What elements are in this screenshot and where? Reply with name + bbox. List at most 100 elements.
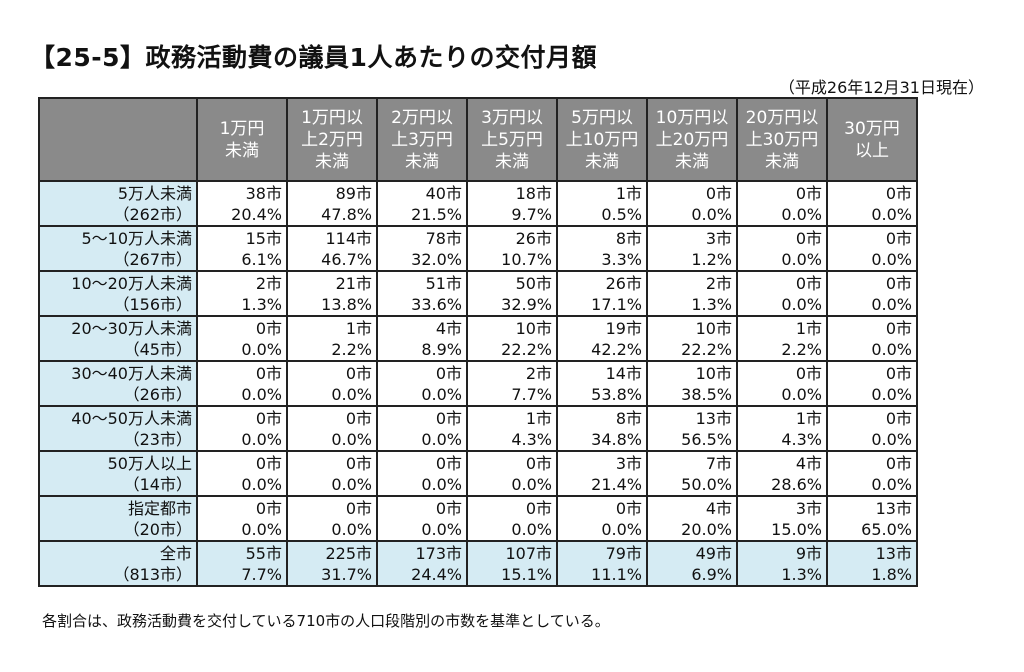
column-header: 20万円以 上30万円 未満 [736,97,828,182]
data-cell: 0市 0.0% [286,450,378,497]
percentage: 11.1% [591,564,642,584]
percentage: 0.0% [871,474,912,494]
city-count: 8市 [615,228,642,248]
row-label-name: 全市 [159,543,192,563]
data-cell: 26市 17.1% [556,270,648,317]
data-cell: 0市 0.0% [826,405,918,452]
percentage: 3.3% [601,249,642,269]
percentage: 33.6% [411,294,462,314]
data-cell: 49市 6.9% [646,540,738,587]
page-title: 【25-5】政務活動費の議員1人あたりの交付月額 [30,43,597,72]
percentage: 2.2% [331,339,372,359]
column-header: 10万円以 上20万円 未満 [646,97,738,182]
city-count: 38市 [245,183,282,203]
city-count: 1市 [525,408,552,428]
city-count: 0市 [255,363,282,383]
city-count: 0市 [435,408,462,428]
percentage: 0.0% [511,519,552,539]
data-cell: 0市 0.0% [736,225,828,272]
city-count: 0市 [885,453,912,473]
percentage: 56.5% [681,429,732,449]
row-label: 40～50万人未満 （23市） [38,405,198,452]
city-count: 26市 [605,273,642,293]
data-cell: 26市 10.7% [466,225,558,272]
city-count: 19市 [605,318,642,338]
city-count: 0市 [525,453,552,473]
city-count: 0市 [255,408,282,428]
row-label-name: 5～10万人未満 [81,228,192,248]
data-cell: 0市 0.0% [376,360,468,407]
percentage: 15.1% [501,564,552,584]
city-count: 0市 [435,498,462,518]
percentage: 0.0% [871,429,912,449]
percentage: 28.6% [771,474,822,494]
percentage: 22.2% [681,339,732,359]
table-row: 10～20万人未満 （156市） 2市 1.3% 21市 13.8% 51市 33.6% 50市… [38,270,918,317]
city-count: 0市 [345,498,372,518]
city-count: 51市 [425,273,462,293]
header-row: 1万円 未満 1万円以 上2万円 未満 2万円以 上3万円 未満 3万円以 上5万円 未満 5万円以上… [38,97,918,182]
data-cell: 13市 1.8% [826,540,918,587]
city-count: 0市 [885,408,912,428]
data-cell: 1市 4.3% [736,405,828,452]
city-count: 50市 [515,273,552,293]
city-count: 0市 [795,273,822,293]
percentage: 0.0% [331,384,372,404]
percentage: 0.0% [331,474,372,494]
row-label: 全市 （813市） [38,540,198,587]
table-row: 40～50万人未満 （23市） 0市 0.0% 0市 0.0% 0市 0.0% 1市 4.3% 8市… [38,405,918,452]
percentage: 46.7% [321,249,372,269]
percentage: 0.0% [241,519,282,539]
data-cell: 79市 11.1% [556,540,648,587]
percentage: 0.0% [511,474,552,494]
city-count: 0市 [885,273,912,293]
data-cell: 0市 0.0% [286,495,378,542]
column-header-line: 10万円以 [655,107,729,128]
row-label-name: 50万人以上 [107,453,192,473]
percentage: 0.0% [241,339,282,359]
percentage: 13.8% [321,294,372,314]
column-header-line: 2万円以 [391,107,453,128]
percentage: 0.0% [871,339,912,359]
data-cell: 19市 42.2% [556,315,648,362]
percentage: 31.7% [321,564,372,584]
row-label-count: （26市） [123,384,192,404]
percentage: 0.0% [781,249,822,269]
percentage: 0.0% [871,384,912,404]
city-count: 0市 [885,318,912,338]
city-count: 0市 [615,498,642,518]
city-count: 3市 [615,453,642,473]
data-cell: 0市 0.0% [646,180,738,227]
data-cell: 0市 0.0% [556,495,648,542]
column-header: 5万円以 上10万円 未満 [556,97,648,182]
column-header-line: 上20万円 [655,129,729,150]
data-cell: 51市 33.6% [376,270,468,317]
city-count: 0市 [885,228,912,248]
percentage: 0.5% [601,204,642,224]
data-cell: 1市 0.5% [556,180,648,227]
city-count: 78市 [425,228,462,248]
row-label: 指定都市 （20市） [38,495,198,542]
city-count: 55市 [245,543,282,563]
percentage: 15.0% [771,519,822,539]
city-count: 1市 [795,318,822,338]
column-header-line: 上30万円 [745,129,819,150]
city-count: 4市 [435,318,462,338]
data-cell: 0市 0.0% [196,495,288,542]
percentage: 1.3% [691,294,732,314]
percentage: 32.9% [501,294,552,314]
percentage: 0.0% [781,384,822,404]
percentage: 1.3% [781,564,822,584]
city-count: 18市 [515,183,552,203]
percentage: 1.2% [691,249,732,269]
column-header-line: 未満 [765,151,799,172]
column-header-line: 以上 [855,140,889,161]
row-label: 5～10万人未満 （267市） [38,225,198,272]
data-cell: 8市 34.8% [556,405,648,452]
data-cell: 1市 4.3% [466,405,558,452]
percentage: 47.8% [321,204,372,224]
city-count: 114市 [325,228,372,248]
percentage: 0.0% [331,519,372,539]
data-cell: 0市 0.0% [826,360,918,407]
column-header-line: 上10万円 [565,129,639,150]
